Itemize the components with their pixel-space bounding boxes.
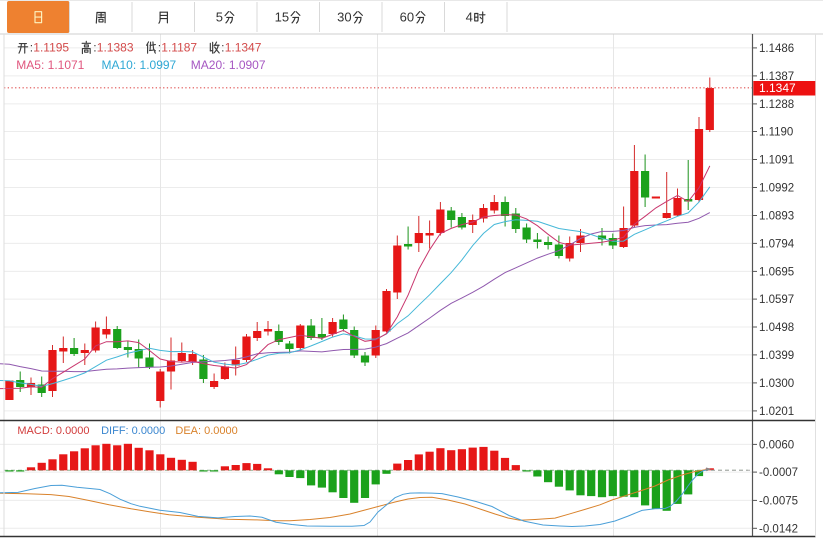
svg-text:1.1347: 1.1347 bbox=[759, 81, 796, 95]
svg-text:1.0300: 1.0300 bbox=[759, 378, 794, 390]
svg-text:MA20: 1.0907: MA20: 1.0907 bbox=[191, 58, 266, 72]
svg-text:1.0399: 1.0399 bbox=[759, 350, 794, 362]
svg-text:1.0992: 1.0992 bbox=[759, 183, 794, 195]
svg-text:1.1190: 1.1190 bbox=[759, 127, 793, 139]
svg-text:1.1195: 1.1195 bbox=[33, 41, 69, 55]
svg-text:15: 15 bbox=[275, 10, 289, 25]
svg-text:DEA: 0.0000: DEA: 0.0000 bbox=[175, 425, 237, 437]
svg-text:1.0498: 1.0498 bbox=[759, 322, 794, 334]
svg-text:-0.0007: -0.0007 bbox=[759, 467, 798, 479]
svg-text:30: 30 bbox=[337, 10, 351, 25]
svg-text:4: 4 bbox=[466, 10, 473, 25]
svg-text::: : bbox=[30, 41, 33, 55]
svg-text:MACD: 0.0000: MACD: 0.0000 bbox=[17, 425, 89, 437]
svg-text:60: 60 bbox=[400, 10, 414, 25]
svg-text:1.0695: 1.0695 bbox=[759, 266, 794, 278]
svg-text::: : bbox=[221, 41, 224, 55]
svg-text:MA5: 1.1071: MA5: 1.1071 bbox=[16, 58, 84, 72]
svg-text:1.1288: 1.1288 bbox=[759, 99, 794, 111]
svg-text:1.1091: 1.1091 bbox=[759, 155, 794, 167]
svg-text::: : bbox=[158, 41, 161, 55]
svg-text:1.0794: 1.0794 bbox=[759, 238, 795, 250]
svg-text:-0.0075: -0.0075 bbox=[759, 495, 798, 507]
svg-text:1.1187: 1.1187 bbox=[161, 41, 197, 55]
svg-text:DIFF: 0.0000: DIFF: 0.0000 bbox=[101, 425, 165, 437]
svg-text:0.0060: 0.0060 bbox=[759, 439, 794, 451]
svg-text:-0.0142: -0.0142 bbox=[759, 523, 798, 535]
svg-text:1.1486: 1.1486 bbox=[759, 43, 794, 55]
svg-text::: : bbox=[93, 41, 96, 55]
svg-text:1.1387: 1.1387 bbox=[759, 71, 794, 83]
svg-text:MA10: 1.0997: MA10: 1.0997 bbox=[102, 58, 177, 72]
svg-text:1.1383: 1.1383 bbox=[97, 41, 134, 55]
svg-text:1.0597: 1.0597 bbox=[759, 294, 794, 306]
svg-text:5: 5 bbox=[216, 10, 223, 25]
svg-text:1.0201: 1.0201 bbox=[759, 406, 794, 418]
svg-text:1.1347: 1.1347 bbox=[225, 41, 262, 55]
svg-text:1.0893: 1.0893 bbox=[759, 211, 794, 223]
